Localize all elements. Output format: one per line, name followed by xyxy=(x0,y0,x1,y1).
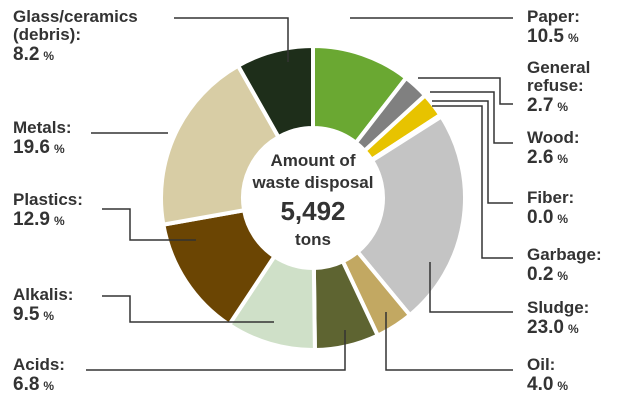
label-name-paper: Paper: xyxy=(527,7,580,26)
center-total: 5,492 xyxy=(280,196,345,226)
label-value-acids: 6.8 xyxy=(13,374,39,395)
label-metals: Metals:19.6% xyxy=(13,118,72,158)
label-value-general-refuse: 2.7 xyxy=(527,95,553,116)
leader-line-sludge xyxy=(429,262,513,313)
label-percent-general-refuse: % xyxy=(557,100,568,114)
label-percent-fiber: % xyxy=(557,212,568,226)
leader-lines xyxy=(86,17,513,371)
label-value-oil: 4.0 xyxy=(527,374,553,395)
label-name-acids: Acids: xyxy=(13,355,65,374)
label-alkalis: Alkalis:9.5% xyxy=(13,285,73,325)
label-name-garbage: Garbage: xyxy=(527,245,602,264)
label-name-alkalis: Alkalis: xyxy=(13,285,73,304)
label-value-plastics: 12.9 xyxy=(13,209,50,230)
leader-line-acids xyxy=(86,330,346,371)
label-name-sludge: Sludge: xyxy=(527,298,589,317)
label-value-garbage: 0.2 xyxy=(527,264,553,285)
center-label: Amount of waste disposal 5,492 tons xyxy=(252,151,374,249)
donut-slices xyxy=(159,44,467,352)
label-percent-oil: % xyxy=(557,379,568,393)
label-percent-paper: % xyxy=(568,31,579,45)
label-name-oil: Oil: xyxy=(527,355,555,374)
label-acids: Acids:6.8% xyxy=(13,355,65,395)
leader-line-glass-ceramics xyxy=(174,17,289,62)
label-wood: Wood:2.6% xyxy=(527,128,580,168)
center-line-1: Amount of xyxy=(271,151,356,170)
label-percent-plastics: % xyxy=(54,214,65,228)
label-name-glass-ceramics-2: (debris): xyxy=(13,25,81,44)
label-value-metals: 19.6 xyxy=(13,137,50,158)
leader-line-alkalis xyxy=(102,295,274,323)
label-fiber: Fiber:0.0% xyxy=(527,188,574,228)
label-value-glass-ceramics: 8.2 xyxy=(13,44,39,65)
label-oil: Oil:4.0% xyxy=(527,355,568,395)
label-glass-ceramics: Glass/ceramics(debris):8.2% xyxy=(13,7,138,65)
label-value-wood: 2.6 xyxy=(527,147,553,168)
label-name-plastics: Plastics: xyxy=(13,190,83,209)
donut-center xyxy=(243,128,383,268)
label-percent-garbage: % xyxy=(557,269,568,283)
label-percent-glass-ceramics: % xyxy=(43,49,54,63)
leader-line-wood xyxy=(430,91,513,144)
center-line-2: waste disposal xyxy=(252,173,374,192)
leader-line-plastics xyxy=(102,208,196,241)
leader-line-general-refuse xyxy=(418,77,513,105)
label-name-metals: Metals: xyxy=(13,118,72,137)
label-value-paper: 10.5 xyxy=(527,26,564,47)
leader-line-oil xyxy=(385,312,513,371)
leader-line-fiber xyxy=(432,100,513,204)
label-value-sludge: 23.0 xyxy=(527,317,564,338)
label-name-glass-ceramics-1: Glass/ceramics xyxy=(13,7,138,26)
label-name-wood: Wood: xyxy=(527,128,580,147)
label-value-alkalis: 9.5 xyxy=(13,304,40,325)
label-paper: Paper:10.5% xyxy=(527,7,580,47)
label-percent-sludge: % xyxy=(568,322,579,336)
leader-line-garbage xyxy=(432,105,513,259)
label-name-general-refuse-1: General xyxy=(527,58,590,77)
label-percent-metals: % xyxy=(54,142,65,156)
label-percent-alkalis: % xyxy=(43,309,54,323)
label-percent-acids: % xyxy=(43,379,54,393)
center-unit: tons xyxy=(295,230,331,249)
label-sludge: Sludge:23.0% xyxy=(527,298,589,338)
label-percent-wood: % xyxy=(557,152,568,166)
label-plastics: Plastics:12.9% xyxy=(13,190,83,230)
label-value-fiber: 0.0 xyxy=(527,207,553,228)
label-name-general-refuse-2: refuse: xyxy=(527,76,584,95)
label-name-fiber: Fiber: xyxy=(527,188,574,207)
label-garbage: Garbage:0.2% xyxy=(527,245,602,285)
